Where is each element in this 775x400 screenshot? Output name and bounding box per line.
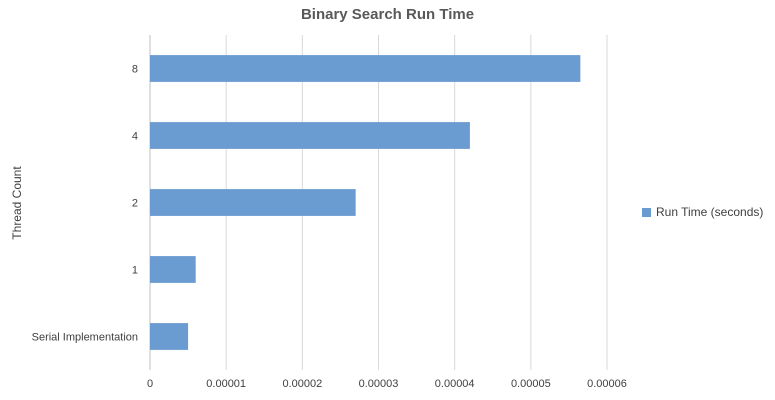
y-tick-label: 2 [132,198,138,210]
bar [150,189,356,216]
bar [150,323,189,350]
legend: Run Time (seconds) [642,205,763,219]
legend-swatch [642,207,651,217]
legend-label: Run Time (seconds) [656,205,764,219]
y-tick-label: 8 [132,64,138,76]
x-tick-label: 0.00002 [282,378,322,390]
x-tick-label: 0.00004 [435,378,475,390]
y-axis-label: Thread Count [10,166,24,240]
x-tick-label: 0.00006 [587,378,627,390]
y-tick-label: 4 [132,131,138,143]
y-tick-label: Serial Implementation [32,332,138,344]
x-tick-label: 0.00003 [359,378,399,390]
bars [150,55,581,350]
bar [150,55,581,82]
y-tick-labels: Serial Implementation 1 2 4 8 [32,64,138,344]
chart-title: Binary Search Run Time [300,6,475,23]
y-tick-label: 1 [132,265,138,277]
x-tick-label: 0.00005 [511,378,551,390]
x-tick-label: 0 [147,378,153,390]
x-tick-labels: 0 0.00001 0.00002 0.00003 0.00004 0.00005 0.00… [147,378,627,390]
bar [150,122,470,149]
bar [150,256,196,283]
x-tick-label: 0.00001 [206,378,246,390]
